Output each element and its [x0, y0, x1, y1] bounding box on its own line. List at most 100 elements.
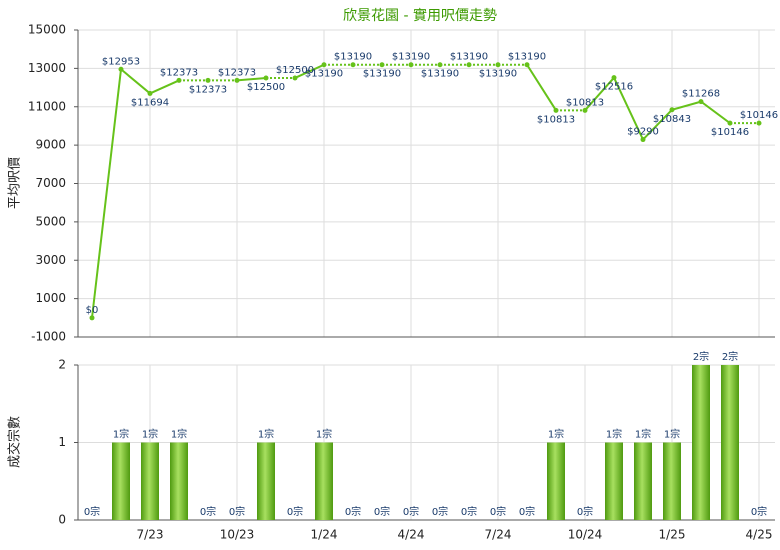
point: [147, 90, 153, 96]
value-label: $13190: [305, 69, 343, 80]
value-label: $10146: [711, 127, 749, 138]
point: [437, 62, 443, 68]
y-tick-label: 3000: [35, 253, 66, 267]
x-tick-label: 10/23: [220, 528, 255, 542]
point: [524, 62, 530, 68]
bar: [170, 442, 188, 520]
y-tick-label: 1000: [35, 291, 66, 305]
value-label: 0宗: [577, 505, 593, 518]
value-label: 1宗: [171, 428, 187, 441]
y-tick-label: 2: [58, 358, 66, 372]
value-label: 0宗: [432, 505, 448, 518]
point: [553, 107, 559, 113]
value-label: 0宗: [403, 505, 419, 518]
bar: [663, 442, 681, 520]
point: [582, 107, 588, 113]
bar: [141, 442, 159, 520]
x-tick-label: 4/24: [398, 528, 425, 542]
x-tick-label: 7/23: [137, 528, 164, 542]
value-label: 0宗: [461, 505, 477, 518]
x-tick-label: 1/24: [311, 528, 338, 542]
value-label: 0宗: [374, 505, 390, 518]
point: [727, 120, 733, 126]
value-label: 0宗: [84, 505, 100, 518]
value-label: 1宗: [316, 428, 332, 441]
value-label: $12373: [189, 84, 227, 95]
value-label: 1宗: [664, 428, 680, 441]
point: [89, 315, 95, 321]
point: [205, 77, 211, 83]
y-axis-label: 成交宗數: [7, 416, 23, 468]
point: [350, 62, 356, 68]
value-label: $12500: [276, 65, 314, 76]
value-label: 0宗: [345, 505, 361, 518]
point: [640, 137, 646, 143]
point: [408, 62, 414, 68]
x-tick-label: 1/25: [659, 528, 686, 542]
y-tick-label: -1000: [31, 330, 66, 344]
value-label: $11694: [131, 97, 169, 108]
value-label: 1宗: [142, 428, 158, 441]
value-label: 1宗: [635, 428, 651, 441]
y-tick-label: 15000: [28, 23, 66, 37]
value-label: 1宗: [606, 428, 622, 441]
value-label: $13190: [363, 69, 401, 80]
bar: [315, 442, 333, 520]
value-label: $13190: [450, 52, 488, 63]
y-tick-label: 5000: [35, 214, 66, 228]
bar: [634, 442, 652, 520]
point: [234, 77, 240, 83]
value-label: 0宗: [287, 505, 303, 518]
point: [466, 62, 472, 68]
value-label: $13190: [392, 52, 430, 63]
chart-title: 欣景花園 - 實用呎價走勢: [343, 7, 497, 24]
value-label: $10813: [566, 97, 604, 108]
y-tick-label: 13000: [28, 61, 66, 75]
point: [118, 66, 124, 72]
bar: [547, 442, 565, 520]
value-label: 1宗: [258, 428, 274, 441]
point: [379, 62, 385, 68]
x-tick-label: 7/24: [485, 528, 512, 542]
value-label: $9290: [627, 127, 659, 138]
y-tick-label: 0: [58, 513, 66, 527]
y-axis-label: 平均呎價: [8, 157, 23, 209]
value-label: $13190: [508, 52, 546, 63]
value-label: 0宗: [490, 505, 506, 518]
y-tick-label: 7000: [35, 176, 66, 190]
x-tick-label: 4/25: [746, 528, 773, 542]
point: [669, 107, 675, 113]
value-label: 0宗: [229, 505, 245, 518]
value-label: 0宗: [751, 505, 767, 518]
value-label: 2宗: [693, 350, 709, 363]
value-label: $12516: [595, 82, 633, 93]
value-label: 2宗: [722, 350, 738, 363]
value-label: 1宗: [113, 428, 129, 441]
bar: [605, 442, 623, 520]
value-label: 0宗: [200, 505, 216, 518]
value-label: $13190: [421, 69, 459, 80]
value-label: $12373: [160, 67, 198, 78]
value-label: 0宗: [519, 505, 535, 518]
value-label: $12500: [247, 82, 285, 93]
y-tick-label: 9000: [35, 138, 66, 152]
value-label: $10146: [740, 110, 778, 121]
price-line: [91, 63, 759, 318]
value-label: $13190: [334, 52, 372, 63]
point: [292, 75, 298, 81]
value-label: $11268: [682, 89, 720, 100]
point: [263, 75, 269, 81]
point: [698, 99, 704, 105]
bar: [257, 442, 275, 520]
value-label: $13190: [479, 69, 517, 80]
bar: [692, 365, 710, 520]
value-label: $0: [86, 305, 99, 316]
value-label: $12953: [102, 56, 140, 67]
value-label: $12373: [218, 67, 256, 78]
bar: [721, 365, 739, 520]
y-tick-label: 1: [58, 435, 66, 449]
point: [756, 120, 762, 126]
point: [495, 62, 501, 68]
x-tick-label: 10/24: [568, 528, 603, 542]
